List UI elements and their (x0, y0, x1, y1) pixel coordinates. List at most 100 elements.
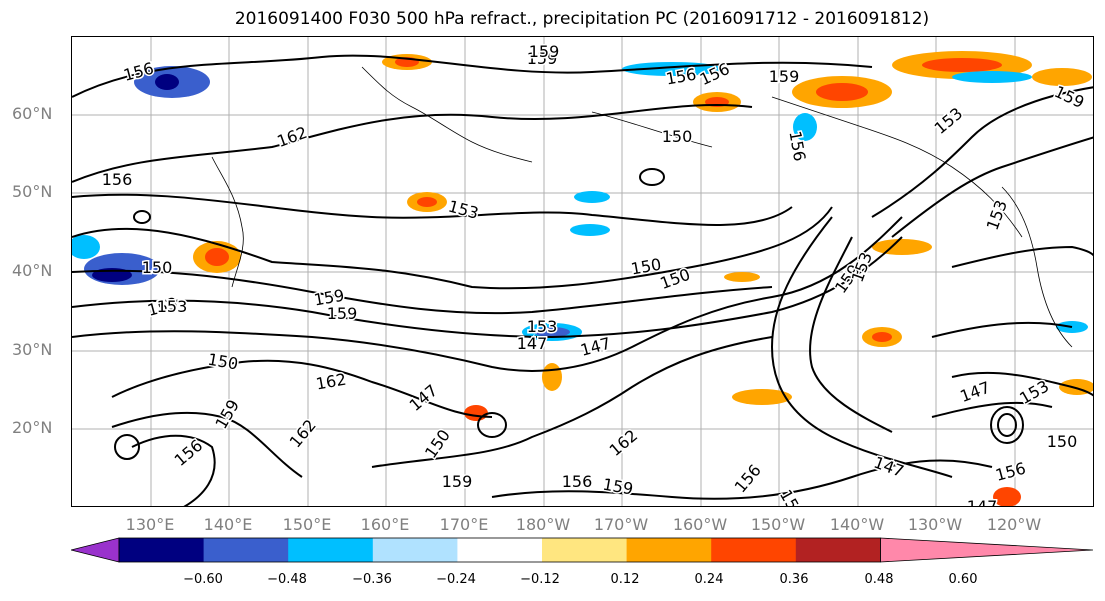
contour-label: 162 (286, 416, 320, 452)
contour-line (72, 216, 903, 372)
contour-label: 159 (442, 472, 473, 491)
contour-label: 153 (446, 197, 480, 223)
contour-line (891, 136, 1093, 238)
contour-closed (114, 434, 140, 460)
lon-label-130w: 130°W (907, 515, 963, 534)
lon-label-140e: 140°E (203, 515, 253, 534)
contour-label: 159 (527, 49, 558, 68)
contour-label: 147 (871, 453, 906, 481)
colorbar-tick: −0.12 (520, 572, 560, 587)
precip-blob-pos-e1 (732, 389, 792, 405)
colorbar-tick: −0.36 (352, 572, 392, 587)
contour-closed (997, 413, 1017, 437)
precip-blob-pos-c5 (464, 405, 488, 421)
contour-label: 147 (406, 381, 442, 415)
contour-line (72, 206, 833, 290)
contour-label: 150 (206, 350, 239, 374)
contour-label: 153 (527, 317, 558, 336)
contour-line (809, 236, 893, 433)
colorbar-segment (795, 538, 881, 562)
contour-line (111, 359, 493, 418)
colorbar-segment (119, 538, 205, 562)
precip-blob-pos-e7 (724, 272, 760, 282)
precip-blob-pos-mid-core (417, 197, 437, 207)
coastline (361, 66, 533, 163)
contour-label: 159 (529, 42, 560, 61)
lat-label-30n: 30°N (12, 340, 53, 359)
contour-line (931, 321, 1073, 338)
contour-closed (133, 210, 151, 224)
colorbar-outline (118, 537, 881, 563)
coastline-layer (211, 66, 1073, 348)
lat-label-60n: 60°N (12, 104, 53, 123)
contour-label: 156 (562, 472, 593, 491)
colorbar-segment (372, 538, 458, 562)
coastline (771, 96, 1023, 238)
lon-label-130e: 130°E (125, 515, 175, 534)
colorbar-tick: 0.24 (694, 572, 724, 587)
contour-line (770, 216, 953, 478)
contour-label: 156 (102, 170, 133, 189)
contour-label-layer: 156 159 162 156 153 150 153 162 150 159 156 159 156 1… (100, 41, 1088, 507)
contour-label: 156 (993, 459, 1027, 485)
contour-line (72, 104, 753, 183)
colorbar-segment (288, 538, 374, 562)
contour-label: 150 (1047, 432, 1078, 451)
colorbar-extend-high (880, 537, 1094, 563)
colorbar-tick: 0.60 (948, 572, 978, 587)
colorbar-tick: 0.12 (610, 572, 640, 587)
precip-blob-pos-c4 (542, 363, 562, 391)
contour-label: 153 (848, 250, 876, 285)
contour-line (491, 459, 993, 500)
lat-label-20n: 20°N (12, 418, 53, 437)
contour-line (72, 54, 873, 98)
contour-label: 150 (142, 258, 173, 277)
contour-line (951, 371, 1093, 397)
precip-blob-pos-se (993, 487, 1021, 506)
precip-blob-pos-e2-core (872, 332, 892, 342)
colorbar-tick: 0.48 (864, 572, 894, 587)
contour-line (951, 245, 1093, 268)
precip-blob-neg-center-core (534, 327, 570, 337)
precip-blob-neg-c3 (574, 191, 610, 203)
contour-line (72, 236, 903, 339)
contour-closed (990, 406, 1024, 444)
lat-label-50n: 50°N (12, 182, 53, 201)
precip-blob-neg-c2 (570, 224, 610, 236)
colorbar-tick: −0.24 (436, 572, 476, 587)
contour-label: 153 (157, 297, 188, 316)
coastline (1001, 186, 1073, 348)
colorbar-segment (626, 538, 712, 562)
precip-blob-pos-ne2-core (922, 58, 1002, 72)
lon-label-120w: 120°W (986, 515, 1042, 534)
contour-label: 162 (314, 370, 347, 394)
contour-label: 150 (662, 127, 693, 146)
lon-label-150e: 150°E (282, 515, 332, 534)
contour-line (871, 86, 1093, 218)
contour-line (371, 336, 773, 468)
contour-label: 150 (658, 265, 693, 293)
contour-line (111, 411, 303, 478)
colorbar-segment (711, 538, 797, 562)
contour-label: 162 (275, 123, 310, 151)
contour-line (72, 269, 773, 315)
lon-label-180w: 180°W (515, 515, 571, 534)
colorbar-tick: −0.60 (183, 572, 223, 587)
coastline (211, 156, 244, 288)
contour-closed (477, 412, 507, 438)
contour-label: 147 (517, 334, 548, 353)
map-title: 2016091400 F030 500 hPa refract., precip… (234, 9, 930, 29)
map-canvas: 156 159 162 156 153 150 153 162 150 159 156 159 156 1… (72, 37, 1093, 507)
contour-label: 159 (769, 67, 800, 86)
precip-blob-pos-japan-core (205, 248, 229, 266)
precip-blob-neg-nw-core (155, 74, 179, 90)
coastline (591, 111, 713, 148)
precip-blob-neg-e6 (793, 113, 817, 141)
contour-label: 153 (983, 198, 1011, 233)
contour-line (72, 193, 793, 226)
precip-blob-pos-ne-core (816, 83, 868, 101)
contour-closed (639, 168, 665, 186)
colorbar (71, 537, 1094, 563)
lon-label-170w: 170°W (593, 515, 649, 534)
colorbar-segment (457, 538, 543, 562)
